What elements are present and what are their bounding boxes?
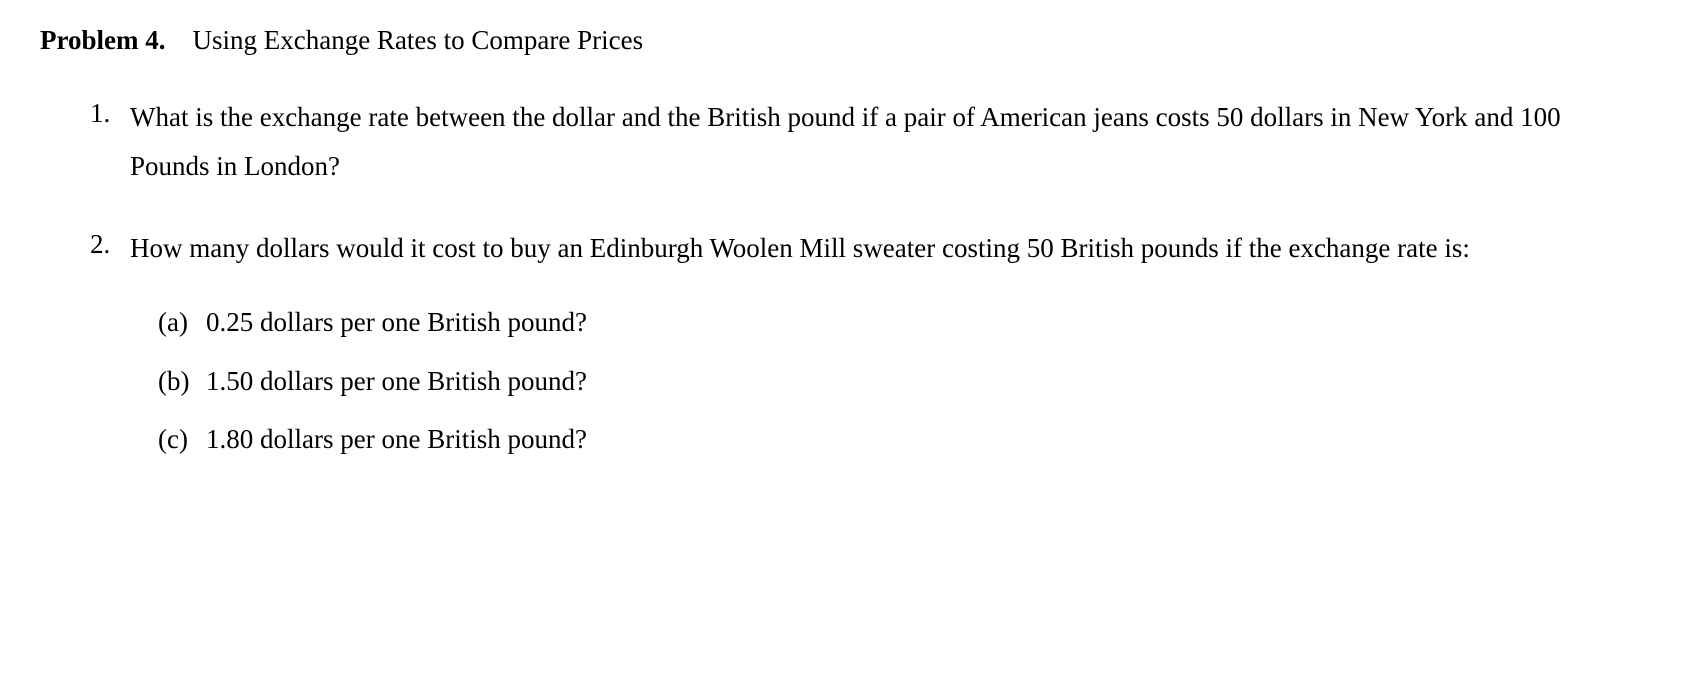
question-number: 1. bbox=[90, 93, 110, 134]
sub-question-item-b: (b) 1.50 dollars per one British pound? bbox=[158, 361, 1642, 402]
header-spacer bbox=[172, 25, 186, 55]
sub-question-item-c: (c) 1.80 dollars per one British pound? bbox=[158, 419, 1642, 460]
sub-question-label: (b) bbox=[158, 361, 189, 402]
problem-label: Problem 4. bbox=[40, 25, 165, 55]
sub-question-text: 0.25 dollars per one British pound? bbox=[206, 307, 587, 337]
sub-question-list: (a) 0.25 dollars per one British pound? … bbox=[130, 302, 1642, 460]
sub-question-text: 1.80 dollars per one British pound? bbox=[206, 424, 587, 454]
sub-question-label: (a) bbox=[158, 302, 188, 343]
sub-question-label: (c) bbox=[158, 419, 188, 460]
question-item-2: 2. How many dollars would it cost to buy… bbox=[90, 224, 1642, 459]
question-text: How many dollars would it cost to buy an… bbox=[130, 224, 1642, 274]
question-text: What is the exchange rate between the do… bbox=[130, 93, 1642, 193]
sub-question-text: 1.50 dollars per one British pound? bbox=[206, 366, 587, 396]
sub-question-item-a: (a) 0.25 dollars per one British pound? bbox=[158, 302, 1642, 343]
question-item-1: 1. What is the exchange rate between the… bbox=[90, 93, 1642, 193]
problem-header: Problem 4. Using Exchange Rates to Compa… bbox=[40, 20, 1642, 61]
question-list: 1. What is the exchange rate between the… bbox=[40, 93, 1642, 460]
problem-title: Using Exchange Rates to Compare Prices bbox=[192, 25, 643, 55]
question-number: 2. bbox=[90, 224, 110, 265]
